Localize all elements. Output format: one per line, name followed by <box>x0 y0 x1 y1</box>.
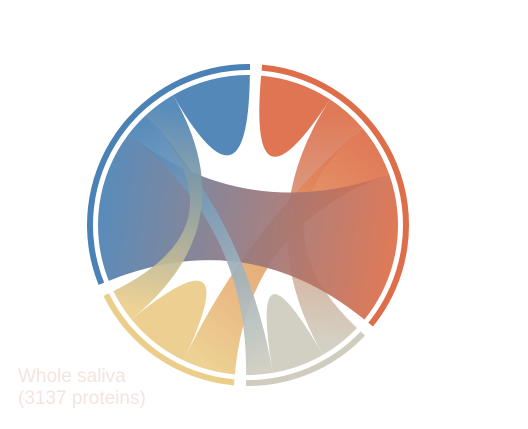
ribbon-5 <box>128 114 273 375</box>
group-arc-3 <box>86 64 251 285</box>
ribbon-3 <box>98 134 398 320</box>
ribbon-4 <box>266 294 323 373</box>
group-arc-1 <box>245 331 366 386</box>
ribbon-6 <box>131 280 207 361</box>
ribbon-layer <box>98 75 398 375</box>
whole-saliva-label: Whole saliva (3137 proteins) <box>18 366 146 410</box>
whole-saliva-label-line2: (3137 proteins) <box>18 388 146 409</box>
ribbon-7 <box>113 95 203 320</box>
arc-layer <box>86 64 409 386</box>
group-arc-0 <box>261 64 409 327</box>
ribbon-8 <box>173 75 250 156</box>
ribbon-1 <box>287 99 363 355</box>
whole-saliva-label-line1: Whole saliva <box>18 366 126 387</box>
ribbon-0 <box>259 75 331 157</box>
